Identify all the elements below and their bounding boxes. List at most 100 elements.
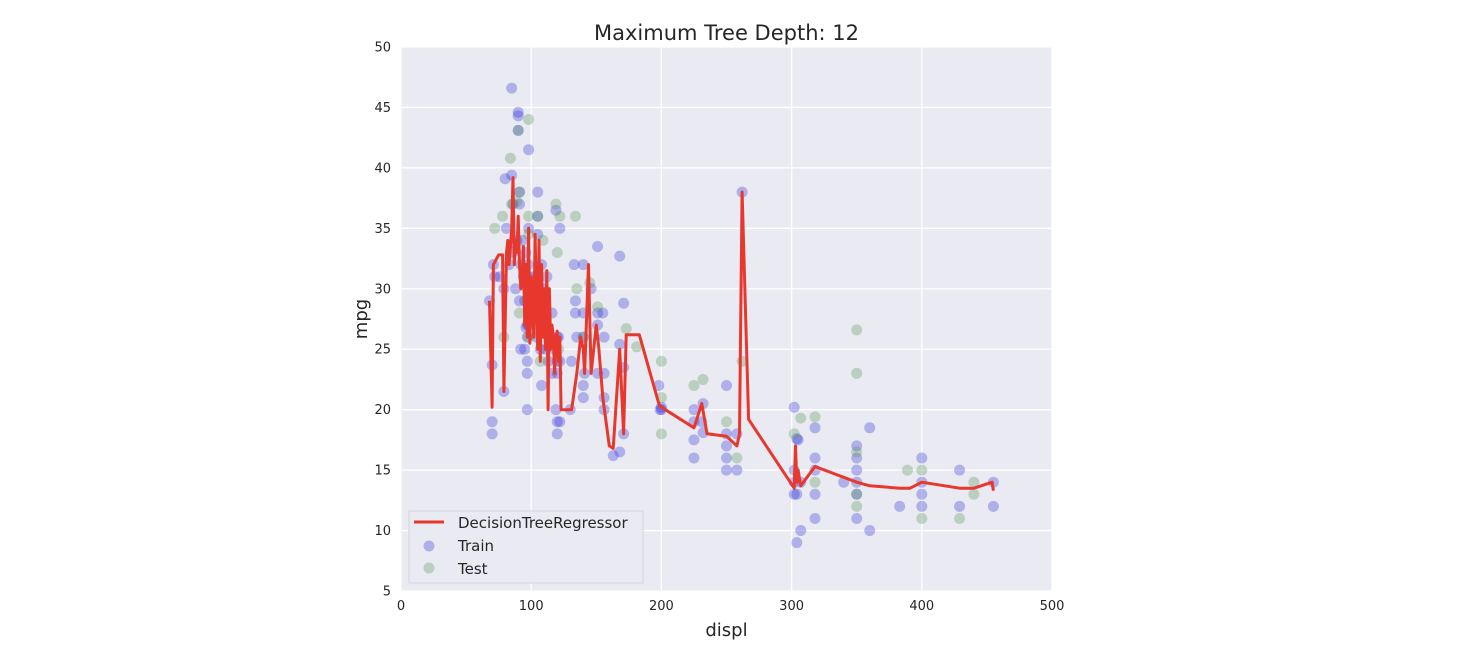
train-point [614,446,626,458]
train-point [655,404,667,416]
train-point [513,295,525,307]
train-point [521,355,533,367]
chart-title: Maximum Tree Depth: 12 [594,21,859,45]
train-point [577,379,589,391]
train-point [809,452,821,464]
train-point [791,433,803,445]
test-point [688,379,700,391]
legend-box [408,510,644,584]
train-point [512,110,524,122]
test-point [513,307,525,319]
train-point [568,259,580,271]
train-point [851,488,863,500]
train-point [618,297,630,309]
train-point [916,500,928,512]
train-point [569,307,581,319]
test-point [968,488,980,500]
test-point [851,446,863,458]
train-point [536,379,548,391]
test-point [523,114,535,126]
test-point [851,500,863,512]
y-tick-label: 10 [374,524,391,539]
x-tick-label: 100 [519,599,544,614]
x-axis-label: displ [705,620,747,641]
test-point [788,428,800,440]
train-point [519,343,531,355]
train-point [916,488,928,500]
train-point [791,537,803,549]
train-point [521,404,533,416]
train-point [486,416,498,428]
train-point [721,452,732,464]
y-tick-label: 40 [374,161,391,176]
train-point [788,401,800,413]
x-tick-label: 400 [909,599,934,614]
tick-labels: 0 100 200 300 400 500 5 10 15 20 25 30 35 40 45 50 [374,41,1064,615]
train-point [791,488,803,500]
train-point [512,106,524,118]
y-axis-label: mpg [351,299,372,339]
train-point [916,452,928,464]
test-point [532,210,544,222]
y-tick-label: 15 [374,464,391,479]
test-point [916,464,928,476]
test-point [795,412,807,424]
test-point [851,488,863,500]
train-point [550,404,562,416]
train-point [551,428,563,440]
y-tick-label: 50 [374,41,391,56]
test-point [731,452,743,464]
train-point [851,440,863,452]
legend-swatch-train [423,540,435,552]
train-point [809,422,821,434]
y-tick-label: 20 [374,403,391,418]
test-point [916,512,928,524]
y-tick-label: 35 [374,222,391,237]
train-point [577,392,589,404]
train-point [851,512,863,524]
train-point [688,452,700,464]
train-point [512,124,524,136]
train-point [894,500,906,512]
y-tick-label: 5 [383,585,391,600]
train-point [721,440,732,452]
decisiontreeregressor-line [488,176,995,491]
train-point [515,343,527,355]
train-point [551,416,563,428]
test-point [954,512,966,524]
train-point [614,250,626,262]
gridlines [400,46,1053,592]
test-point [697,373,709,385]
train-point [607,450,619,462]
x-tick-label: 300 [779,599,804,614]
test-point [655,355,667,367]
y-tick-label: 25 [374,343,391,358]
legend: DecisionTreeRegressor Train Test [408,510,644,584]
test-point [551,247,563,259]
train-point [506,82,518,94]
test-point [571,283,583,295]
test-point [620,323,632,335]
train-point [510,283,522,295]
train-point [500,222,512,234]
test-point [504,152,516,164]
legend-label-test: Test [457,560,488,578]
train-point [513,198,525,210]
test-point [851,324,863,336]
train-point [566,355,578,367]
test-point [851,367,863,379]
x-tick-label: 200 [649,599,674,614]
train-point [554,222,566,234]
y-tick-label: 30 [374,282,391,297]
test-point [655,428,667,440]
test-point [550,198,562,210]
train-point [521,367,533,379]
regression-line-layer [488,176,995,491]
train-point [795,525,807,537]
train-point [550,204,562,216]
train-point [592,307,604,319]
x-tick-label: 500 [1040,599,1065,614]
train-point [532,186,544,198]
train-point [598,331,610,343]
legend-label-decisiontreeregressor: DecisionTreeRegressor [458,514,628,532]
